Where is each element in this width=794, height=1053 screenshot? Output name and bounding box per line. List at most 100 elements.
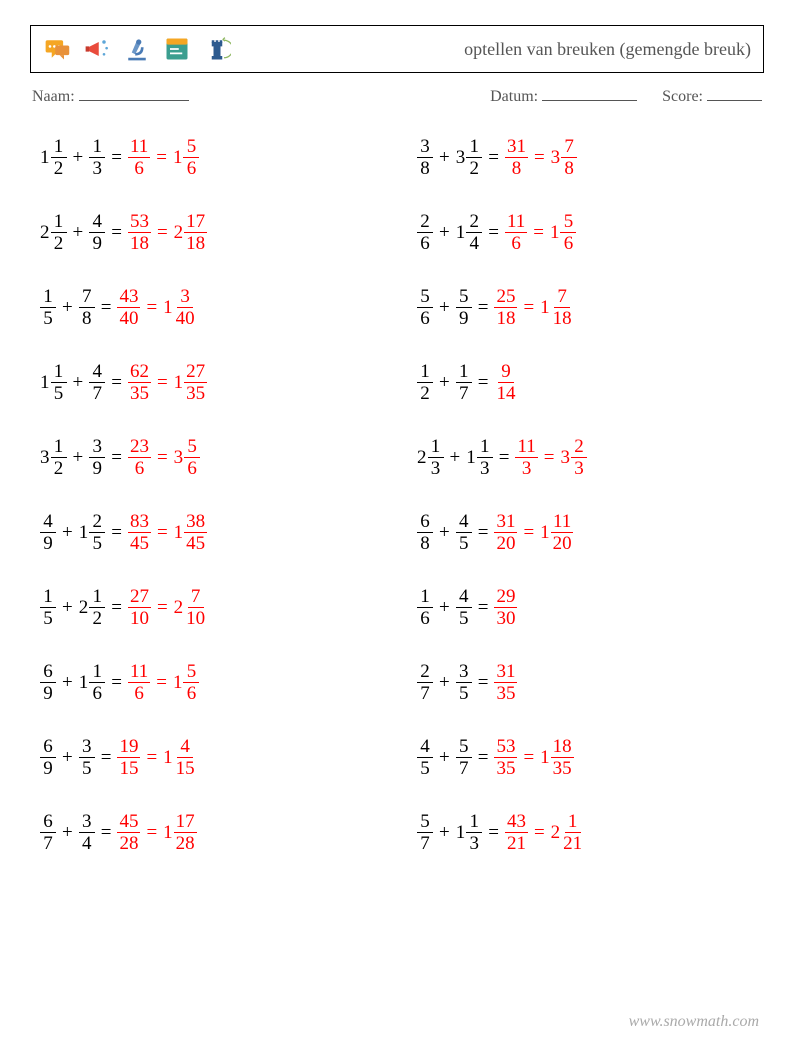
numerator: 23: [128, 437, 151, 458]
whole-number: 1: [173, 148, 184, 167]
header-box: optellen van breuken (gemengde breuk): [30, 25, 764, 73]
numerator: 1: [51, 362, 67, 383]
equals: =: [105, 523, 128, 542]
denominator: 6: [183, 158, 199, 178]
denominator: 45: [128, 533, 151, 553]
whole-number: 3: [560, 448, 571, 467]
fraction: 5335: [494, 737, 517, 778]
denominator: 14: [494, 383, 517, 403]
numerator: 31: [505, 137, 528, 158]
fraction: 4321: [505, 812, 528, 853]
fraction: 56: [183, 137, 199, 178]
numerator: 3: [79, 737, 95, 758]
numerator: 1: [51, 137, 67, 158]
numerator: 18: [551, 737, 574, 758]
equals: =: [527, 223, 550, 242]
problem: 212+49=5318=21718: [40, 211, 387, 253]
fraction: 13: [466, 812, 482, 853]
denominator: 3: [428, 458, 444, 478]
plus-op: +: [433, 148, 456, 167]
whole-number: 1: [79, 523, 90, 542]
whole-number: 1: [540, 748, 551, 767]
denominator: 18: [494, 308, 517, 328]
denominator: 6: [560, 233, 576, 253]
problem: 26+124=116=156: [417, 211, 764, 253]
score-field: Score:: [662, 88, 762, 106]
whole-number: 1: [466, 448, 477, 467]
fraction: 17: [456, 362, 472, 403]
equals: =: [150, 673, 173, 692]
denominator: 10: [128, 608, 151, 628]
plus-op: +: [433, 748, 456, 767]
denominator: 30: [494, 608, 517, 628]
denominator: 18: [551, 308, 574, 328]
meta-right: Datum: Score:: [490, 88, 762, 106]
plus-op: +: [433, 373, 456, 392]
problem: 12+17=914: [417, 361, 764, 403]
date-blank: [542, 100, 637, 101]
problem: 68+45=3120=11120: [417, 511, 764, 553]
denominator: 6: [508, 233, 524, 253]
megaphone-icon: [83, 35, 111, 63]
fraction: 56: [183, 662, 199, 703]
fraction: 12: [51, 212, 67, 253]
numerator: 9: [498, 362, 514, 383]
numerator: 17: [184, 212, 207, 233]
numerator: 83: [128, 512, 151, 533]
fraction: 69: [40, 737, 56, 778]
problem: 67+34=4528=11728: [40, 811, 387, 853]
fraction: 35: [79, 737, 95, 778]
equals: =: [528, 823, 551, 842]
denominator: 9: [456, 308, 472, 328]
fraction: 47: [89, 362, 105, 403]
plus-op: +: [444, 448, 467, 467]
numerator: 6: [417, 512, 433, 533]
numerator: 1: [89, 662, 105, 683]
numerator: 27: [184, 362, 207, 383]
numerator: 1: [40, 587, 56, 608]
whole-number: 1: [540, 298, 551, 317]
denominator: 21: [561, 833, 584, 853]
whole-number: 3: [174, 448, 185, 467]
equals: =: [140, 298, 163, 317]
denominator: 2: [417, 383, 433, 403]
fraction: 1728: [174, 812, 197, 853]
denominator: 6: [89, 683, 105, 703]
denominator: 6: [131, 683, 147, 703]
numerator: 31: [494, 662, 517, 683]
fraction: 13: [89, 137, 105, 178]
numerator: 3: [89, 437, 105, 458]
numerator: 5: [417, 287, 433, 308]
equals: =: [482, 823, 505, 842]
terminal-icon: [163, 35, 191, 63]
denominator: 8: [79, 308, 95, 328]
fraction: 49: [40, 512, 56, 553]
equals: =: [105, 448, 128, 467]
numerator: 1: [417, 587, 433, 608]
page-title: optellen van breuken (gemengde breuk): [464, 39, 751, 60]
date-field: Datum:: [490, 88, 637, 106]
denominator: 3: [89, 158, 105, 178]
numerator: 1: [51, 437, 67, 458]
denominator: 9: [40, 533, 56, 553]
numerator: 6: [40, 662, 56, 683]
fraction: 56: [417, 287, 433, 328]
problem: 112+13=116=156: [40, 136, 387, 178]
numerator: 6: [40, 737, 56, 758]
denominator: 8: [508, 158, 524, 178]
denominator: 5: [79, 758, 95, 778]
fraction: 718: [551, 287, 574, 328]
problem: 69+35=1915=1415: [40, 736, 387, 778]
denominator: 40: [174, 308, 197, 328]
numerator: 3: [79, 812, 95, 833]
equals: =: [151, 523, 174, 542]
whole-number: 1: [173, 673, 184, 692]
numerator: 5: [456, 737, 472, 758]
fraction: 13: [428, 437, 444, 478]
fraction: 2930: [494, 587, 517, 628]
denominator: 35: [551, 758, 574, 778]
denominator: 35: [184, 383, 207, 403]
denominator: 35: [494, 683, 517, 703]
icons-row: [43, 35, 231, 63]
fraction: 4528: [117, 812, 140, 853]
